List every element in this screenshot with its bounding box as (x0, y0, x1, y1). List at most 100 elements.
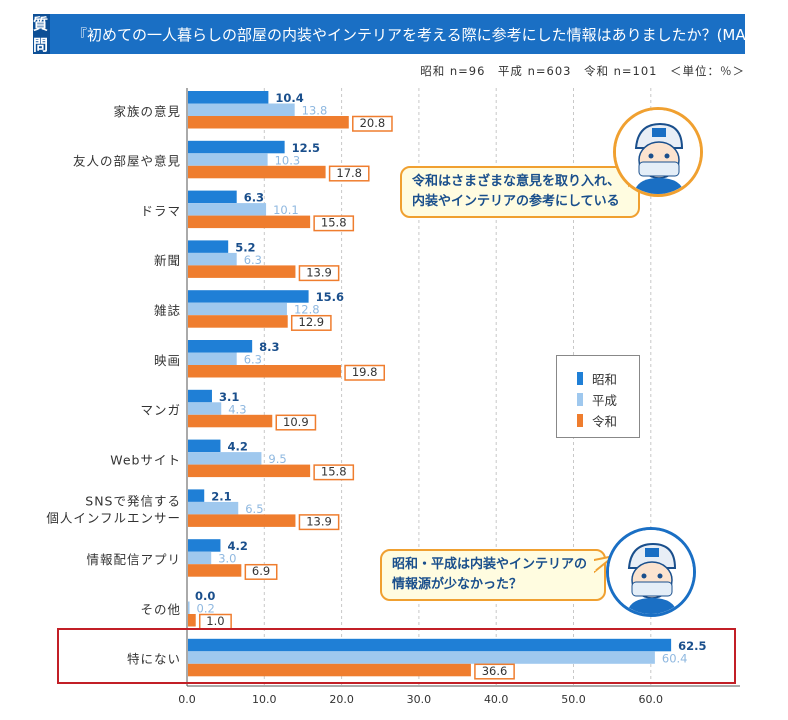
value-label-showa: 3.1 (219, 390, 239, 404)
value-label-reiwa: 15.8 (321, 465, 347, 479)
value-label-showa: 0.0 (195, 589, 215, 603)
x-tick-label: 50.0 (561, 693, 586, 706)
value-label-box-reiwa (244, 563, 278, 580)
highlight-box (57, 628, 736, 684)
value-label-reiwa: 19.8 (352, 365, 378, 379)
bar-showa (188, 439, 221, 453)
legend-item-showa: 昭和 (577, 368, 639, 389)
bar-reiwa (188, 365, 342, 378)
speech-bubble-reiwa: 令和はさまざまな意見を取り入れ、 内装やインテリアの参考にしている (400, 166, 640, 218)
bubble-showa-line1: 昭和・平成は内装やインテリアの (392, 557, 588, 572)
legend-label-reiwa: 令和 (592, 414, 618, 429)
value-label-reiwa: 13.9 (306, 265, 332, 279)
mascot-reiwa-icon (613, 107, 703, 197)
category-label: 個人インフルエンサー (46, 511, 181, 526)
bar-showa (188, 240, 229, 253)
value-label-heisei: 10.1 (273, 203, 299, 217)
bar-heisei (188, 153, 268, 166)
speech-bubble-showa-heisei: 昭和・平成は内装やインテリアの 情報源が少なかった？ (380, 549, 606, 601)
value-label-box-reiwa (328, 165, 370, 182)
category-label: SNSで発信する (85, 494, 181, 509)
x-tick-label: 0.0 (178, 693, 196, 706)
bar-heisei (188, 352, 237, 365)
value-label-heisei: 6.3 (244, 353, 262, 367)
value-label-reiwa: 12.9 (299, 315, 325, 329)
bar-showa (188, 190, 237, 204)
bubble-showa-line2: 情報源が少なかった？ (392, 577, 523, 592)
category-label: 家族の意見 (113, 104, 181, 119)
category-label: 新聞 (154, 253, 181, 268)
value-label-showa: 8.3 (259, 340, 279, 354)
value-label-showa: 4.2 (227, 539, 247, 553)
legend-item-reiwa: 令和 (577, 410, 639, 431)
sample-size-note: 昭和 n=96 平成 n=603 令和 n=101 ＜単位：％＞ (420, 64, 745, 78)
legend-item-heisei: 平成 (577, 389, 639, 410)
legend-swatch-heisei (577, 393, 583, 406)
bar-showa (188, 340, 253, 353)
bubble-reiwa-line2: 内装やインテリアの参考にしている (412, 194, 620, 209)
value-label-box-reiwa (298, 514, 340, 531)
question-title: 『初めての一人暮らしの部屋の内装やインテリアを考える際に参考にした情報はありまし… (72, 25, 767, 44)
value-label-box-reiwa (344, 364, 386, 381)
value-label-showa: 10.4 (275, 91, 303, 105)
bar-reiwa (188, 215, 311, 229)
value-label-box-reiwa (352, 115, 393, 132)
category-label: 情報配信アプリ (86, 552, 181, 567)
category-label: 雑誌 (154, 303, 181, 318)
category-label: ドラマ (140, 203, 181, 218)
bar-reiwa (188, 315, 288, 328)
legend: 昭和 平成 令和 (556, 355, 640, 438)
value-label-box-reiwa (313, 215, 355, 232)
category-label: 友人の部屋や意見 (73, 154, 181, 169)
value-label-heisei: 3.0 (218, 552, 236, 566)
value-label-box-reiwa (474, 663, 515, 680)
value-label-heisei: 6.3 (244, 253, 262, 267)
value-label-showa: 2.1 (211, 489, 231, 503)
bar-reiwa (188, 564, 242, 577)
bar-showa (188, 91, 269, 104)
bar-heisei (188, 551, 212, 565)
legend-label-heisei: 平成 (592, 393, 618, 408)
value-label-showa: 6.3 (244, 191, 264, 205)
x-tick-label: 20.0 (329, 693, 354, 706)
value-label-reiwa: 15.8 (321, 216, 347, 230)
value-label-box-reiwa (298, 265, 340, 282)
bar-reiwa (188, 265, 296, 278)
legend-label-showa: 昭和 (592, 372, 618, 387)
value-label-reiwa: 6.9 (252, 564, 270, 578)
bar-heisei (188, 501, 239, 515)
bar-reiwa (188, 514, 296, 527)
bar-heisei (188, 402, 222, 415)
value-label-heisei: 12.8 (294, 303, 320, 317)
bar-showa (188, 539, 221, 552)
bar-heisei (188, 452, 262, 465)
bar-reiwa (188, 614, 196, 627)
category-label: 映画 (154, 353, 181, 368)
category-label: その他 (140, 602, 181, 617)
bar-showa (188, 140, 285, 154)
value-label-reiwa: 1.0 (206, 614, 224, 628)
value-label-box-reiwa (275, 414, 317, 431)
bar-reiwa (188, 464, 311, 478)
x-tick-label: 10.0 (252, 693, 277, 706)
value-label-box-reiwa (290, 314, 332, 331)
bar-heisei (188, 302, 287, 316)
value-label-reiwa: 10.9 (283, 415, 309, 429)
x-tick-label: 30.0 (407, 693, 432, 706)
value-label-heisei: 13.8 (302, 104, 328, 118)
bar-showa (188, 489, 205, 502)
value-label-reiwa: 20.8 (360, 116, 386, 130)
bar-reiwa (188, 414, 273, 428)
value-label-reiwa: 36.6 (482, 664, 508, 678)
value-label-heisei: 4.3 (228, 402, 246, 416)
value-label-showa: 5.2 (235, 240, 255, 254)
bar-heisei (188, 601, 190, 614)
bar-heisei (188, 103, 295, 116)
mascot-showa-icon (606, 527, 696, 617)
value-label-heisei: 10.3 (275, 153, 301, 167)
value-label-showa: 4.2 (227, 440, 247, 454)
value-label-box-reiwa (313, 464, 355, 481)
value-label-reiwa: 13.9 (306, 514, 332, 528)
value-label-reiwa: 17.8 (336, 166, 362, 180)
bubble-reiwa-line1: 令和はさまざまな意見を取り入れ、 (412, 174, 621, 189)
